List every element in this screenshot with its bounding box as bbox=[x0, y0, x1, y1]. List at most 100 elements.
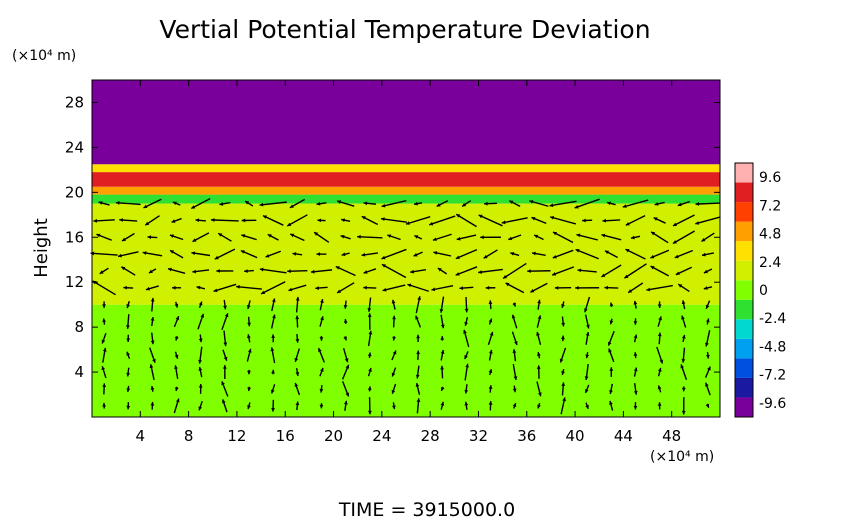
wind-vector-head bbox=[537, 315, 542, 320]
wind-vector-head bbox=[223, 356, 228, 361]
wind-vector-head bbox=[271, 334, 276, 338]
wind-vector-head bbox=[319, 337, 324, 341]
wind-vector-head bbox=[677, 202, 682, 207]
wind-vector bbox=[335, 265, 356, 277]
wind-vector-head bbox=[270, 389, 275, 394]
wind-vector-head bbox=[247, 405, 251, 410]
wind-vector-head bbox=[210, 218, 215, 222]
heatmap-band bbox=[92, 194, 720, 204]
wind-vector bbox=[405, 216, 431, 225]
wind-vector-head bbox=[512, 302, 516, 307]
wind-vector-head bbox=[416, 398, 421, 402]
y-tick-label: 12 bbox=[65, 273, 84, 291]
wind-vector-head bbox=[198, 301, 203, 306]
colorbar-segment bbox=[735, 241, 753, 261]
wind-vector bbox=[262, 215, 284, 226]
wind-vector-head bbox=[152, 358, 156, 363]
wind-vector-head bbox=[705, 318, 710, 323]
wind-vector-head bbox=[464, 308, 469, 313]
wind-vector-head bbox=[288, 287, 293, 292]
wind-vector-head bbox=[213, 288, 218, 293]
colorbar-segment bbox=[735, 397, 753, 417]
wind-vector-head bbox=[488, 318, 493, 323]
wind-vector bbox=[259, 268, 287, 274]
wind-vector-head bbox=[219, 202, 224, 206]
wind-vector bbox=[310, 269, 333, 273]
wind-vector-head bbox=[343, 305, 348, 309]
wind-vector-head bbox=[216, 269, 220, 273]
wind-vector-head bbox=[261, 290, 266, 294]
wind-vector-head bbox=[200, 313, 205, 318]
x-tick-label: 24 bbox=[372, 427, 391, 445]
wind-vector-head bbox=[317, 218, 322, 223]
wind-vector bbox=[92, 280, 116, 296]
wind-vector-head bbox=[150, 340, 155, 345]
wind-vector-head bbox=[658, 316, 662, 321]
wind-vector-head bbox=[488, 369, 493, 374]
wind-vector-head bbox=[99, 270, 104, 274]
wind-vector-head bbox=[505, 282, 510, 287]
wind-vector-head bbox=[340, 234, 345, 239]
wind-vector-head bbox=[484, 201, 488, 206]
wind-vector-head bbox=[295, 296, 300, 301]
wind-vector-head bbox=[513, 376, 518, 381]
wind-vector-head bbox=[381, 264, 386, 268]
wind-vector bbox=[501, 217, 528, 224]
wind-vector-head bbox=[123, 285, 127, 290]
wind-vector-head bbox=[392, 315, 396, 320]
wind-vector-head bbox=[537, 392, 542, 397]
wind-vector-head bbox=[192, 269, 197, 274]
wind-vector-head bbox=[489, 331, 494, 336]
wind-vector-head bbox=[265, 253, 270, 258]
wind-vector-head bbox=[198, 338, 203, 343]
wind-vector-head bbox=[241, 234, 246, 238]
wind-vector bbox=[552, 231, 574, 244]
wind-vector-head bbox=[198, 406, 203, 411]
wind-vector bbox=[115, 201, 141, 206]
wind-vector-head bbox=[119, 218, 123, 222]
wind-vector-head bbox=[392, 405, 396, 410]
wind-vector-head bbox=[191, 251, 196, 256]
wind-vector-head bbox=[651, 231, 656, 236]
wind-vector-head bbox=[382, 287, 387, 292]
wind-vector bbox=[236, 285, 262, 290]
wind-vector-head bbox=[511, 314, 516, 319]
wind-vector-head bbox=[550, 215, 555, 220]
wind-vector-head bbox=[657, 402, 662, 406]
wind-vector-head bbox=[167, 267, 172, 272]
wind-vector-head bbox=[510, 251, 515, 256]
wind-vector-head bbox=[126, 338, 131, 343]
wind-vector-head bbox=[705, 382, 709, 387]
wind-vector-head bbox=[169, 250, 174, 254]
wind-vector-head bbox=[315, 286, 319, 290]
wind-vector-head bbox=[126, 372, 131, 377]
wind-vector-head bbox=[391, 299, 396, 304]
wind-vector-head bbox=[101, 366, 106, 371]
wind-vector-head bbox=[337, 289, 342, 293]
wind-vector-head bbox=[575, 249, 580, 253]
wind-vector-head bbox=[483, 254, 488, 259]
wind-vector-head bbox=[609, 367, 614, 371]
wind-vector-head bbox=[415, 383, 420, 387]
wind-vector-head bbox=[381, 255, 386, 260]
wind-vector-head bbox=[431, 287, 436, 292]
wind-vector-head bbox=[391, 372, 396, 377]
wind-vector-head bbox=[236, 284, 240, 289]
wind-vector bbox=[576, 233, 599, 241]
wind-vector-head bbox=[602, 218, 607, 223]
wind-vector-head bbox=[363, 201, 368, 206]
x-tick-label: 12 bbox=[227, 427, 246, 445]
colorbar-tick-label: 9.6 bbox=[759, 170, 781, 186]
wind-vector-head bbox=[681, 334, 686, 339]
wind-vector-head bbox=[150, 386, 155, 390]
wind-vector-head bbox=[126, 388, 131, 392]
x-tick-label: 44 bbox=[614, 427, 633, 445]
wind-vector-head bbox=[527, 269, 531, 274]
wind-vector-head bbox=[172, 285, 176, 290]
wind-vector-head bbox=[681, 300, 686, 305]
wind-vector-head bbox=[439, 308, 444, 313]
wind-vector-head bbox=[604, 285, 608, 290]
wind-vector bbox=[380, 217, 407, 223]
heatmap-band bbox=[92, 203, 720, 305]
wind-vector-head bbox=[414, 201, 418, 206]
